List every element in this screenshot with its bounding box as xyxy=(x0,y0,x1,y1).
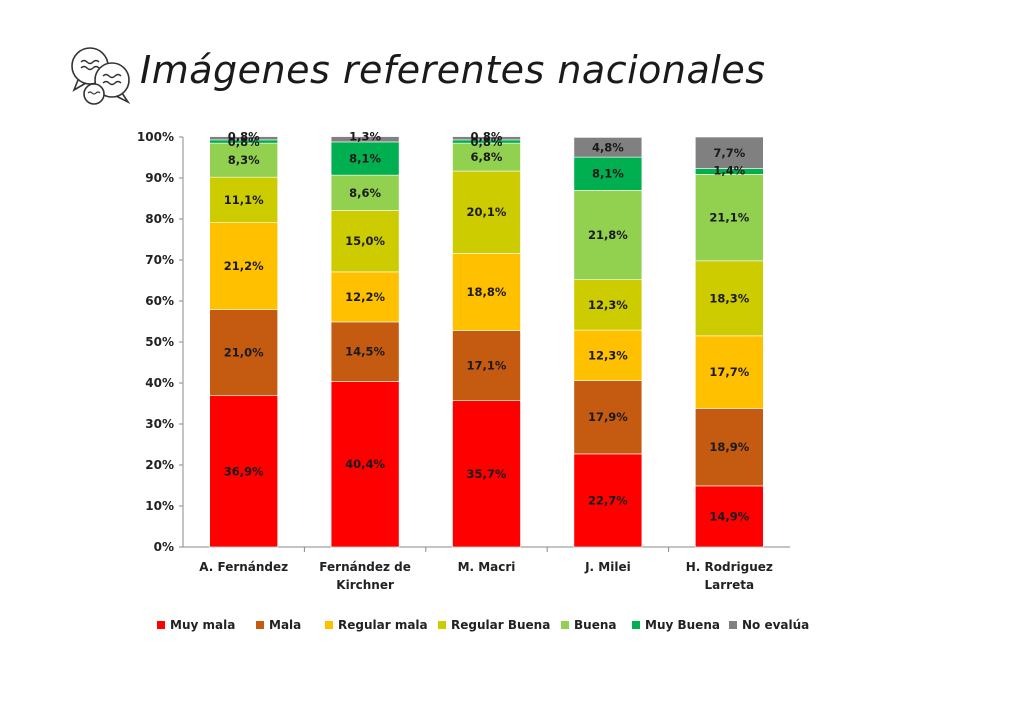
data-label: 0,8% xyxy=(228,135,260,149)
data-label: 14,5% xyxy=(345,345,385,359)
y-tick-label: 30% xyxy=(145,417,174,431)
legend-entry: Buena xyxy=(574,618,616,632)
data-label: 21,8% xyxy=(588,228,628,242)
x-category-label: Larreta xyxy=(705,578,755,592)
data-label: 18,9% xyxy=(709,440,749,454)
data-label: 8,1% xyxy=(349,152,381,166)
bar-segment xyxy=(694,136,764,169)
bar-segment xyxy=(694,335,764,409)
y-tick-label: 10% xyxy=(145,499,174,513)
data-label: 11,1% xyxy=(224,193,264,207)
bar-segment xyxy=(330,381,400,548)
data-label: 0,8% xyxy=(228,130,260,144)
data-label: 1,4% xyxy=(713,164,745,178)
bar-segment xyxy=(330,141,400,176)
bar-segment xyxy=(330,321,400,382)
data-label: 12,2% xyxy=(345,290,385,304)
x-category-label: H. Rodriguez xyxy=(686,560,773,574)
x-category-label: Fernández de xyxy=(319,560,411,574)
data-label: 8,6% xyxy=(349,186,381,200)
data-label: 20,1% xyxy=(467,205,507,219)
data-label: 0,8% xyxy=(471,130,503,144)
bar-segment xyxy=(209,309,278,397)
legend-swatch xyxy=(632,621,640,629)
bar-segment xyxy=(452,400,521,548)
y-tick-label: 50% xyxy=(145,335,174,349)
x-category-label: J. Milei xyxy=(584,560,631,574)
bar-segment xyxy=(452,136,521,141)
bar-segment xyxy=(452,142,521,172)
legend-swatch xyxy=(256,621,264,629)
y-tick-label: 100% xyxy=(137,130,174,144)
speech-bubbles-icon xyxy=(71,47,131,105)
x-category-label: Kirchner xyxy=(336,578,394,592)
legend-swatch xyxy=(561,621,569,629)
legend-entry: Muy Buena xyxy=(645,618,720,632)
legend-swatch xyxy=(438,621,446,629)
data-label: 17,9% xyxy=(588,410,628,424)
y-tick-label: 80% xyxy=(145,212,174,226)
y-tick-label: 90% xyxy=(145,171,174,185)
y-tick-label: 20% xyxy=(145,458,174,472)
page-title: Imágenes referentes nacionales xyxy=(140,48,766,92)
bar-segment xyxy=(330,136,400,143)
legend-entry: Regular mala xyxy=(338,618,428,632)
data-label: 22,7% xyxy=(588,493,628,507)
data-label: 6,8% xyxy=(471,150,503,164)
data-label: 18,8% xyxy=(467,285,507,299)
data-label: 36,9% xyxy=(224,464,264,478)
bar-segment xyxy=(452,330,521,401)
bar-segment xyxy=(573,329,643,381)
y-tick-label: 60% xyxy=(145,294,174,308)
data-label: 12,3% xyxy=(588,298,628,312)
y-tick-label: 70% xyxy=(145,253,174,267)
x-category-label: M. Macri xyxy=(458,560,516,574)
bar-segment xyxy=(573,190,643,280)
data-label: 40,4% xyxy=(345,457,385,471)
y-tick-label: 0% xyxy=(154,540,174,554)
data-label: 8,1% xyxy=(592,167,624,181)
data-label: 8,3% xyxy=(228,153,260,167)
bar-segment xyxy=(330,271,400,323)
bar-segment xyxy=(330,174,400,211)
legend-swatch xyxy=(157,621,165,629)
data-label: 18,3% xyxy=(709,291,749,305)
bar-segment xyxy=(209,136,278,141)
bar-segment xyxy=(330,210,400,273)
bar-segment xyxy=(209,176,278,223)
legend-entry: Mala xyxy=(269,618,301,632)
legend-entry: No evalúa xyxy=(742,618,809,632)
legend-entry: Muy mala xyxy=(170,618,235,632)
bar-segment xyxy=(452,170,521,254)
data-label: 35,7% xyxy=(467,467,507,481)
data-label: 21,2% xyxy=(224,259,264,273)
data-label: 1,3% xyxy=(349,130,381,144)
data-label: 17,1% xyxy=(467,359,507,373)
data-label: 12,3% xyxy=(588,348,628,362)
data-label: 21,0% xyxy=(224,346,264,360)
bar-segment xyxy=(573,137,643,158)
data-label: 15,0% xyxy=(345,234,385,248)
legend-swatch xyxy=(325,621,333,629)
bar-segment xyxy=(209,142,278,178)
legend-entry: Regular Buena xyxy=(451,618,550,632)
bar-segment xyxy=(452,253,521,331)
data-label: 14,9% xyxy=(709,509,749,523)
bar-segment xyxy=(209,395,278,548)
data-label: 4,8% xyxy=(592,140,624,154)
bar-segment xyxy=(694,485,764,548)
x-category-label: A. Fernández xyxy=(199,560,288,574)
bar-segment xyxy=(573,279,643,331)
bar-segment xyxy=(694,174,764,262)
y-tick-label: 40% xyxy=(145,376,174,390)
legend-swatch xyxy=(729,621,737,629)
data-label: 21,1% xyxy=(709,211,749,225)
data-label: 17,7% xyxy=(709,365,749,379)
bar-segment xyxy=(694,260,764,337)
data-label: 7,7% xyxy=(713,146,745,160)
data-label: 0,8% xyxy=(471,135,503,149)
bar-segment xyxy=(694,408,764,487)
